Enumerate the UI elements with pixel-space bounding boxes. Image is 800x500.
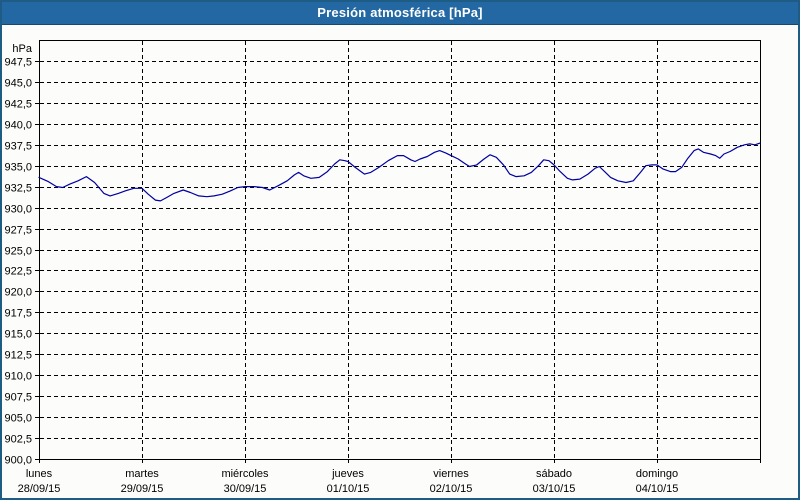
y-tick-label: 930,0 xyxy=(4,204,32,216)
y-tick-label: 945,0 xyxy=(4,78,32,90)
y-tick-label: 910,0 xyxy=(4,371,32,383)
x-day-label: martes xyxy=(125,468,159,480)
y-tick-label: 947,5 xyxy=(4,57,32,69)
y-axis-unit-label: hPa xyxy=(12,43,32,55)
y-tick-label: 902,5 xyxy=(4,434,32,446)
y-tick-label: 917,5 xyxy=(4,308,32,320)
window-title: Presión atmosférica [hPa] xyxy=(317,5,483,20)
y-tick-label: 900,0 xyxy=(4,455,32,467)
x-date-label: 28/09/15 xyxy=(18,483,61,495)
y-tick-label: 920,0 xyxy=(4,287,32,299)
y-tick-label: 922,5 xyxy=(4,266,32,278)
x-date-label: 30/09/15 xyxy=(224,483,267,495)
y-tick-label: 940,0 xyxy=(4,120,32,132)
window-title-bar: Presión atmosférica [hPa] xyxy=(2,2,798,25)
x-day-label: miércoles xyxy=(221,468,269,480)
y-tick-label: 932,5 xyxy=(4,183,32,195)
y-tick-label: 912,5 xyxy=(4,350,32,362)
plot-border xyxy=(39,40,761,460)
x-day-label: viernes xyxy=(433,468,469,480)
y-tick-label: 907,5 xyxy=(4,392,32,404)
y-tick-label: 937,5 xyxy=(4,141,32,153)
x-date-label: 01/10/15 xyxy=(327,483,370,495)
y-tick-label: 905,0 xyxy=(4,413,32,425)
x-date-label: 29/09/15 xyxy=(121,483,164,495)
x-date-label: 02/10/15 xyxy=(430,483,473,495)
y-tick-label: 935,0 xyxy=(4,162,32,174)
x-day-label: jueves xyxy=(331,468,364,480)
y-tick-label: 915,0 xyxy=(4,329,32,341)
x-day-label: domingo xyxy=(636,468,678,480)
pressure-line xyxy=(38,142,761,202)
x-date-label: 03/10/15 xyxy=(533,483,576,495)
y-tick-label: 927,5 xyxy=(4,225,32,237)
y-tick-label: 925,0 xyxy=(4,246,32,258)
y-tick-label: 942,5 xyxy=(4,99,32,111)
x-day-label: sábado xyxy=(536,468,572,480)
x-day-label: lunes xyxy=(26,468,53,480)
x-date-label: 04/10/15 xyxy=(636,483,679,495)
